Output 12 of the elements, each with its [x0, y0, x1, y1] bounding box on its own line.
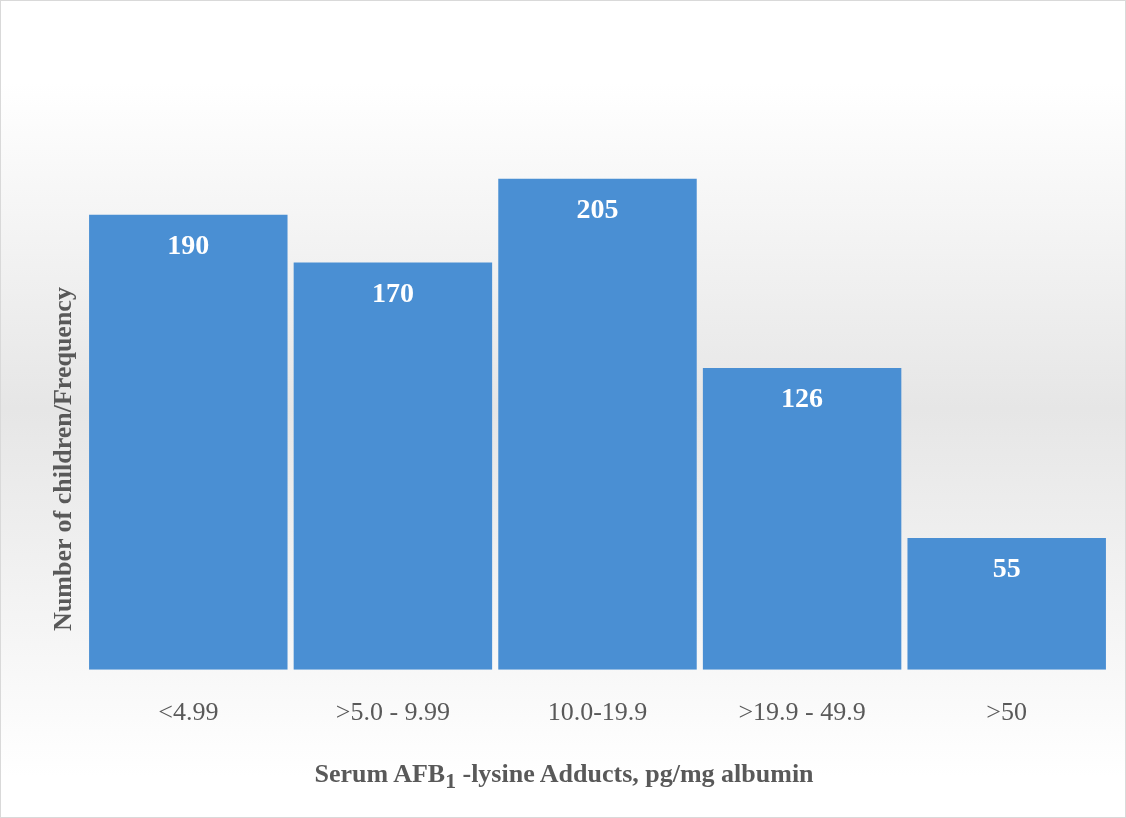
data-label: 55: [992, 552, 1021, 584]
x-axis-title: Serum AFB$_{1}$ -lysine Adducts, pg/mg albumin: [313, 759, 815, 795]
data-label: 126: [781, 382, 824, 414]
data-label: 170: [371, 276, 414, 308]
x-tick-label: 10.0-19.9: [547, 697, 648, 727]
data-label: 205: [576, 193, 619, 225]
x-tick-label: <4.99: [158, 697, 219, 727]
x-tick-label: >5.0 - 9.99: [335, 697, 451, 727]
data-label: 190: [167, 228, 210, 260]
x-tick-label: >50: [986, 697, 1028, 727]
y-axis-title: Number of children/Frequency: [48, 287, 78, 631]
x-tick-label: >19.9 - 49.9: [738, 697, 866, 727]
